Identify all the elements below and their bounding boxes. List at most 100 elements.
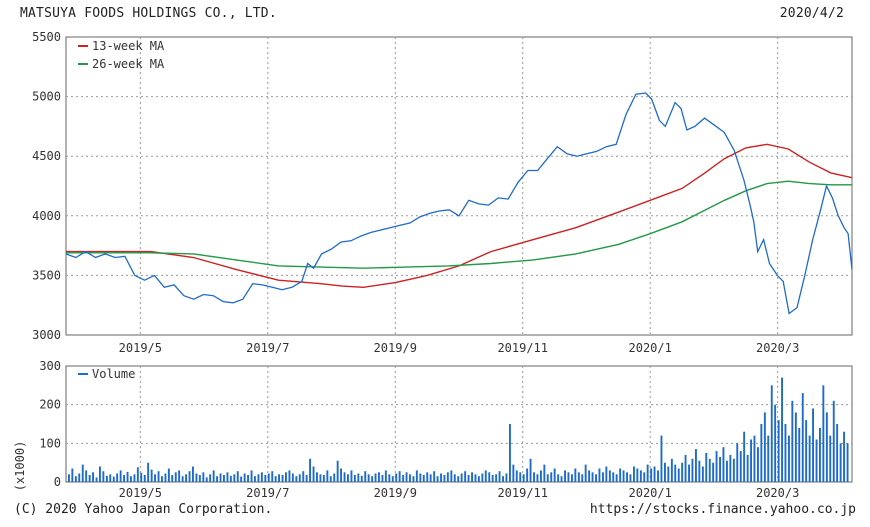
legend-label-ma26: 26-week MA bbox=[92, 57, 165, 71]
volume-bar bbox=[126, 471, 129, 482]
source-url[interactable]: https://stocks.finance.yahoo.co.jp bbox=[589, 502, 856, 517]
volume-bar bbox=[608, 470, 611, 482]
volume-bar bbox=[533, 472, 535, 482]
volume-bar bbox=[515, 470, 518, 482]
volume-bar bbox=[633, 466, 635, 482]
volume-bar bbox=[674, 464, 677, 482]
volume-bar bbox=[381, 475, 384, 482]
volume-y-tick-label: 200 bbox=[39, 398, 61, 412]
volume-bar bbox=[388, 474, 391, 482]
chart-date: 2020/4/2 bbox=[779, 6, 844, 21]
volume-bar bbox=[829, 435, 832, 482]
volume-x-tick-label: 2020/1 bbox=[629, 486, 672, 500]
volume-bar bbox=[467, 475, 470, 482]
company-title: MATSUYA FOODS HOLDINGS CO., LTD. bbox=[20, 6, 277, 21]
volume-bar bbox=[402, 475, 405, 482]
volume-bar bbox=[281, 475, 284, 482]
volume-bar bbox=[326, 470, 329, 482]
volume-bar bbox=[715, 451, 718, 482]
volume-bar bbox=[433, 471, 436, 482]
series-line-ma13 bbox=[66, 143, 853, 289]
volume-bar bbox=[133, 474, 136, 482]
volume-bar bbox=[636, 468, 639, 482]
volume-bars bbox=[68, 377, 849, 482]
volume-bar bbox=[746, 454, 749, 482]
volume-bar bbox=[791, 400, 794, 482]
volume-bar bbox=[343, 472, 346, 482]
volume-bar bbox=[181, 476, 184, 482]
volume-bar bbox=[130, 476, 132, 482]
volume-bar bbox=[812, 408, 814, 482]
volume-bar bbox=[567, 472, 570, 482]
series-line-price bbox=[65, 92, 853, 315]
volume-panel-frame bbox=[65, 365, 853, 483]
volume-bar bbox=[298, 474, 301, 482]
volume-bar bbox=[164, 473, 167, 482]
volume-bar bbox=[708, 458, 711, 482]
volume-bar bbox=[591, 472, 594, 482]
volume-bar bbox=[347, 474, 349, 482]
volume-bar bbox=[770, 385, 773, 482]
volume-bar bbox=[729, 454, 732, 482]
price-x-tick-label: 2019/7 bbox=[246, 341, 289, 355]
volume-bar bbox=[446, 472, 449, 482]
volume-bar bbox=[450, 470, 453, 482]
price-x-tick-label: 2019/11 bbox=[497, 341, 548, 355]
volume-bar bbox=[536, 474, 539, 482]
volume-bar bbox=[657, 470, 659, 482]
volume-bar bbox=[109, 474, 112, 482]
price-grid bbox=[66, 37, 852, 335]
volume-bar bbox=[240, 476, 243, 482]
volume-bar bbox=[688, 464, 690, 482]
volume-bar bbox=[243, 473, 246, 482]
legend-label-volume: Volume bbox=[92, 367, 135, 381]
volume-bar bbox=[412, 476, 415, 482]
volume-bar bbox=[267, 473, 270, 482]
volume-bar bbox=[102, 471, 105, 482]
price-panel-frame bbox=[65, 36, 853, 336]
volume-bar bbox=[391, 476, 394, 482]
volume-bar bbox=[340, 468, 342, 482]
volume-bar bbox=[763, 412, 766, 482]
volume-bar bbox=[357, 473, 360, 482]
volume-bar bbox=[726, 460, 728, 482]
volume-x-tick-label: 2020/3 bbox=[756, 486, 799, 500]
volume-bar bbox=[571, 474, 573, 482]
volume-y-tick-label: 300 bbox=[39, 359, 61, 373]
volume-x-tick-label: 2019/9 bbox=[374, 486, 417, 500]
volume-bar bbox=[805, 420, 808, 482]
volume-bar bbox=[846, 443, 849, 482]
volume-bar bbox=[398, 471, 401, 482]
volume-bar bbox=[815, 439, 818, 482]
volume-bar bbox=[309, 458, 311, 482]
volume-bar bbox=[116, 473, 119, 482]
volume-bar bbox=[757, 447, 759, 482]
volume-bar bbox=[185, 474, 187, 482]
volume-x-axis: 2019/5 2019/7 2019/9 2019/11 2020/1 2020/3 bbox=[119, 486, 800, 500]
volume-bar bbox=[832, 400, 835, 482]
volume-bar bbox=[564, 470, 566, 482]
volume-bar bbox=[105, 475, 108, 482]
price-y-tick-label: 5000 bbox=[32, 90, 61, 104]
price-y-tick-label: 5500 bbox=[32, 30, 61, 44]
volume-bar bbox=[71, 468, 74, 482]
volume-bar bbox=[712, 462, 715, 482]
volume-bar bbox=[495, 474, 498, 482]
volume-bar bbox=[78, 473, 81, 482]
volume-bar bbox=[422, 475, 425, 482]
volume-bar bbox=[443, 475, 446, 482]
volume-bar bbox=[99, 466, 101, 482]
volume-bar bbox=[188, 471, 191, 482]
volume-bar bbox=[192, 466, 194, 482]
volume-bar bbox=[557, 474, 560, 482]
volume-bar bbox=[822, 385, 825, 482]
volume-bar bbox=[474, 474, 477, 482]
volume-bar bbox=[350, 470, 353, 482]
volume-bar bbox=[498, 471, 501, 482]
volume-legend: Volume bbox=[78, 367, 135, 381]
volume-bar bbox=[553, 468, 556, 482]
volume-bar bbox=[491, 475, 494, 482]
volume-bar bbox=[219, 473, 222, 482]
